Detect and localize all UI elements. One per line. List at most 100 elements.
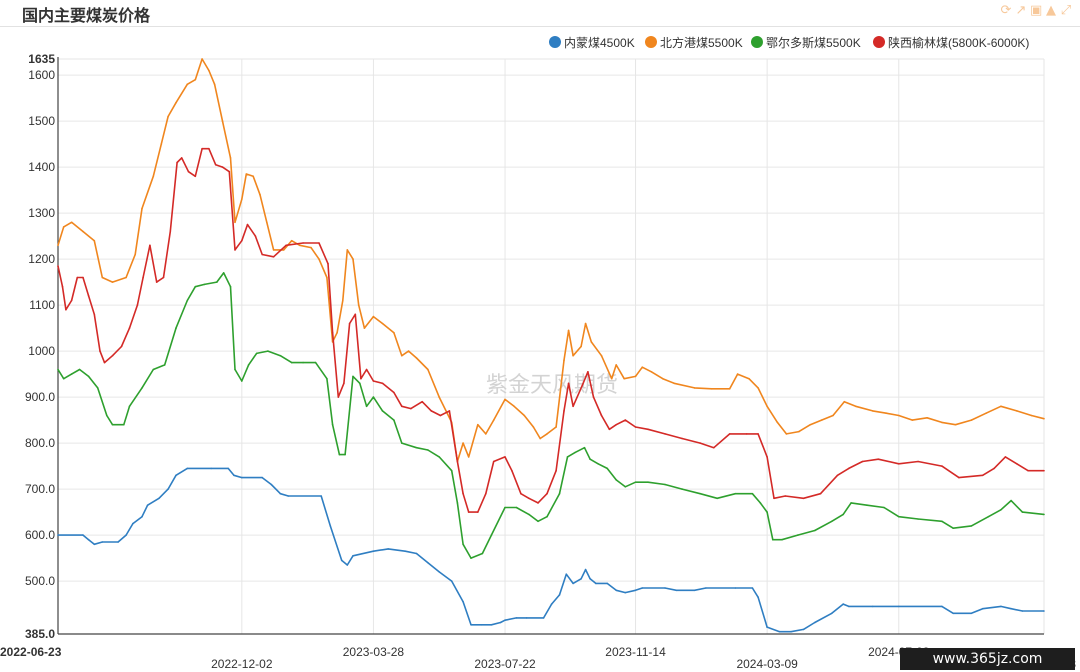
data-point bbox=[234, 221, 236, 224]
data-point bbox=[186, 467, 189, 470]
data-point bbox=[467, 511, 470, 513]
data-point bbox=[430, 410, 433, 412]
data-point bbox=[470, 557, 472, 559]
data-point bbox=[662, 377, 664, 380]
data-point bbox=[790, 630, 792, 633]
grid bbox=[57, 57, 1045, 635]
y-tick-label: 1100 bbox=[29, 298, 55, 312]
data-point bbox=[180, 157, 183, 159]
data-point bbox=[65, 308, 67, 311]
data-point bbox=[584, 322, 587, 325]
legend-item[interactable]: 北方港煤5500K bbox=[645, 35, 743, 50]
fullscreen-icon[interactable]: ⤢ bbox=[1060, 3, 1072, 18]
data-point bbox=[597, 463, 599, 465]
title-bar: 国内主要煤炭价格 ⟳ ↗ ▣ ▲ ⤢ bbox=[0, 0, 1080, 27]
legend: 内蒙煤4500K 北方港煤5500K 鄂尔多斯煤5500K 陕西榆林煤(5800K-6… bbox=[549, 35, 1029, 50]
data-point bbox=[372, 550, 375, 552]
data-point bbox=[600, 414, 603, 417]
data-point bbox=[381, 410, 384, 412]
data-point bbox=[111, 354, 114, 357]
data-point bbox=[213, 83, 216, 86]
data-point bbox=[641, 587, 644, 589]
data-point bbox=[504, 456, 506, 458]
data-point bbox=[580, 345, 582, 348]
data-point bbox=[615, 364, 617, 366]
data-point bbox=[716, 497, 718, 500]
data-point bbox=[210, 467, 212, 470]
data-point bbox=[985, 412, 987, 415]
data-point bbox=[504, 619, 506, 621]
data-point bbox=[820, 419, 823, 421]
share-icon[interactable]: ↗ bbox=[1015, 3, 1027, 18]
legend-item[interactable]: 陕西榆林煤(5800K-6000K) bbox=[873, 35, 1029, 50]
data-point bbox=[158, 497, 160, 500]
data-point bbox=[152, 175, 155, 178]
data-point bbox=[952, 612, 954, 615]
data-point bbox=[539, 437, 541, 440]
data-point bbox=[615, 589, 617, 592]
data-point bbox=[348, 322, 351, 325]
save-icon[interactable]: ▣ bbox=[1030, 3, 1043, 18]
data-point bbox=[343, 382, 345, 385]
data-point bbox=[270, 483, 273, 486]
data-point bbox=[917, 460, 919, 463]
series-line-2[interactable] bbox=[57, 272, 1045, 559]
data-point bbox=[546, 492, 548, 495]
data-point bbox=[546, 433, 548, 435]
data-point bbox=[1021, 511, 1024, 513]
series-line-0[interactable] bbox=[58, 467, 1044, 633]
data-point bbox=[87, 375, 90, 378]
toolbox: ⟳ ↗ ▣ ▲ ⤢ bbox=[1000, 4, 1072, 18]
data-point bbox=[76, 276, 79, 279]
data-point bbox=[186, 299, 189, 302]
data-point bbox=[885, 412, 888, 415]
data-point bbox=[713, 446, 715, 449]
data-point bbox=[169, 230, 172, 233]
data-point bbox=[410, 407, 412, 410]
data-point bbox=[941, 605, 943, 608]
data-point bbox=[241, 239, 243, 242]
data-point bbox=[745, 433, 748, 435]
data-point bbox=[970, 525, 973, 527]
data-point bbox=[866, 504, 868, 507]
data-point bbox=[401, 405, 403, 408]
data-point bbox=[757, 387, 759, 389]
alert-icon[interactable]: ▲ bbox=[1046, 3, 1056, 18]
data-point bbox=[247, 364, 250, 366]
data-point bbox=[246, 223, 249, 226]
data-point bbox=[267, 350, 269, 352]
data-point bbox=[438, 571, 441, 573]
data-point bbox=[82, 534, 84, 536]
legend-item[interactable]: 鄂尔多斯煤5500K bbox=[751, 35, 861, 50]
data-point bbox=[233, 474, 235, 477]
data-point bbox=[583, 446, 586, 449]
data-point bbox=[318, 258, 320, 260]
data-point bbox=[1043, 469, 1045, 472]
series-line-3[interactable] bbox=[57, 147, 1044, 513]
data-point bbox=[365, 405, 368, 408]
data-point bbox=[572, 405, 574, 408]
data-point bbox=[1043, 610, 1045, 612]
data-point bbox=[93, 239, 96, 242]
data-point bbox=[798, 430, 800, 433]
data-point bbox=[911, 419, 914, 421]
data-point bbox=[326, 377, 328, 380]
legend-item[interactable]: 内蒙煤4500K bbox=[549, 36, 635, 50]
data-point bbox=[641, 366, 644, 369]
data-point bbox=[255, 352, 258, 355]
data-point bbox=[462, 601, 464, 603]
data-point bbox=[861, 460, 864, 463]
refresh-icon[interactable]: ⟳ bbox=[1000, 3, 1012, 18]
data-point bbox=[221, 166, 224, 168]
data-point bbox=[310, 246, 312, 249]
data-point bbox=[82, 276, 84, 279]
y-tick-label: 1000 bbox=[28, 344, 55, 358]
data-point bbox=[970, 612, 973, 615]
data-point bbox=[344, 453, 346, 456]
data-point bbox=[699, 442, 701, 444]
series-line-1[interactable] bbox=[57, 58, 1045, 463]
data-point bbox=[208, 147, 210, 150]
data-point bbox=[372, 380, 375, 382]
data-point bbox=[290, 361, 293, 364]
data-point bbox=[298, 244, 301, 247]
